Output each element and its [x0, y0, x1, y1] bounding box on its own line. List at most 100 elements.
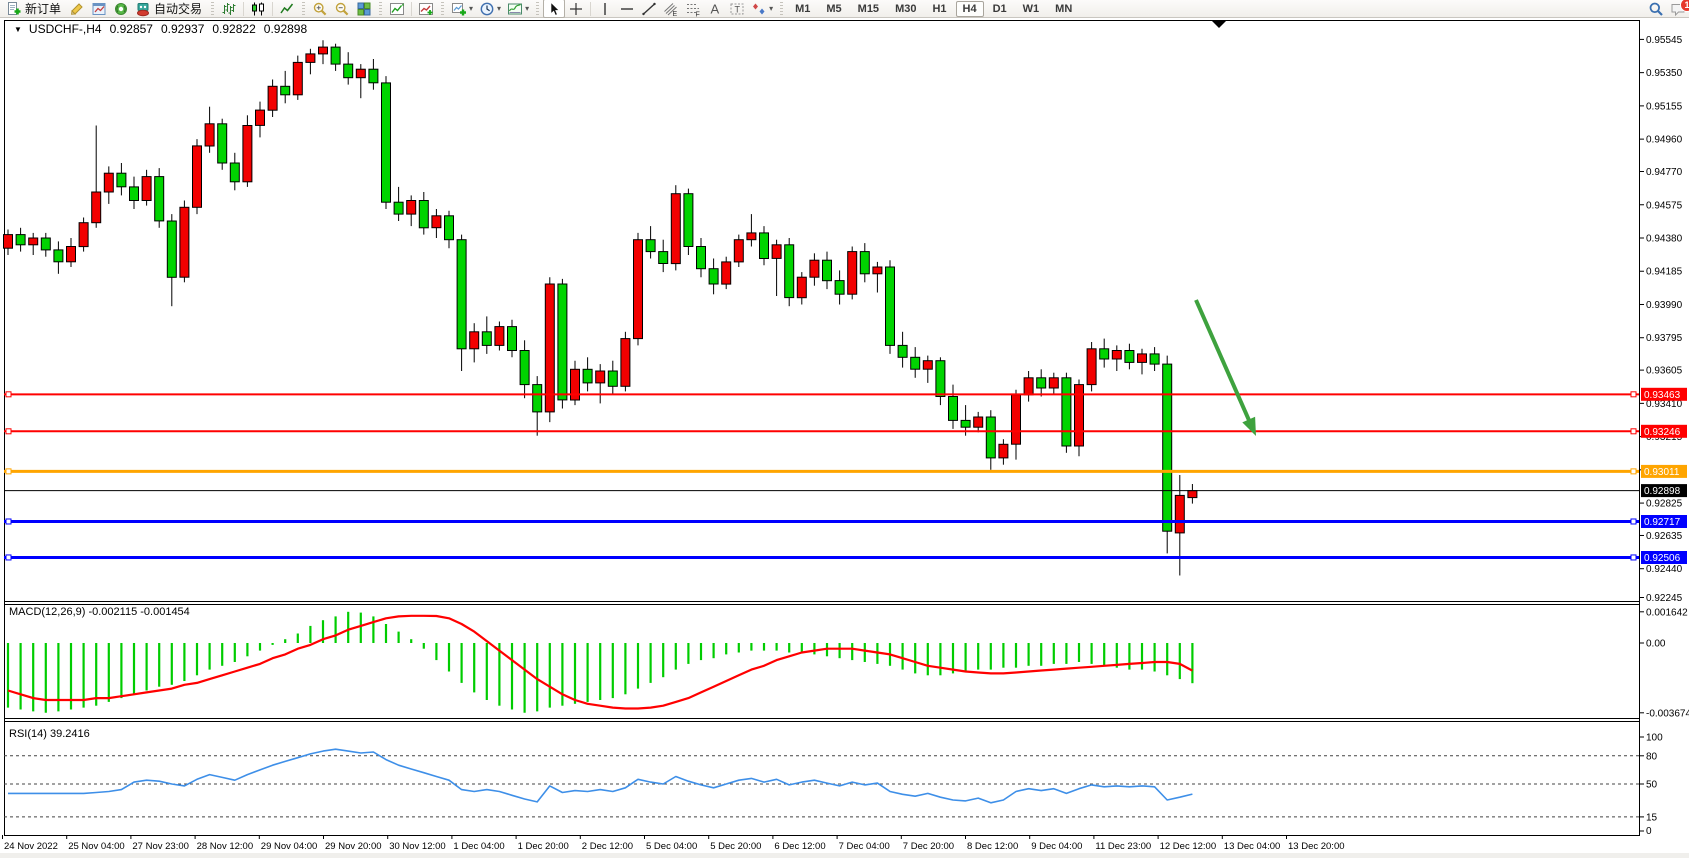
svg-text:28 Nov 12:00: 28 Nov 12:00	[197, 841, 254, 852]
autotrading-icon	[135, 1, 151, 17]
search-button[interactable]	[1645, 0, 1667, 18]
cursor-button[interactable]	[543, 0, 566, 18]
svg-text:0.93246: 0.93246	[1644, 427, 1681, 438]
equidistant-channel-button[interactable]: E	[660, 0, 682, 18]
svg-text:A: A	[711, 1, 720, 16]
svg-text:0.00: 0.00	[1646, 639, 1666, 650]
svg-text:0.94770: 0.94770	[1646, 167, 1683, 178]
line-chart-button[interactable]	[276, 0, 298, 18]
highlighter-button[interactable]	[66, 0, 88, 18]
svg-text:0.92717: 0.92717	[1644, 517, 1681, 528]
arrows-icon	[751, 1, 767, 17]
timeframe-m15-button[interactable]: M15	[857, 2, 880, 15]
text-icon: A	[707, 1, 723, 17]
rsi-indicator-label: RSI(14) 39.2416	[9, 728, 90, 740]
autotrading-button[interactable]: 自动交易	[132, 0, 207, 18]
rsi-pane: 100 80 50 15 0	[4, 733, 1663, 837]
svg-text:0.94575: 0.94575	[1646, 200, 1683, 211]
dropdown-caret-icon: ▾	[769, 4, 774, 13]
bar-chart-button[interactable]	[218, 0, 240, 18]
indicators-icon	[389, 1, 405, 17]
svg-text:0.001642: 0.001642	[1646, 607, 1688, 618]
cursor-icon	[546, 1, 562, 17]
arrows-shapes-button[interactable]: ▾	[748, 0, 776, 18]
timeframe-m1-button[interactable]: M1	[795, 2, 811, 15]
trend-arrow[interactable]	[1194, 299, 1256, 436]
horizontal-price-lines[interactable]	[4, 391, 1639, 561]
macd-pane: 0.001642 0.00 -0.003674	[6, 607, 1689, 719]
svg-text:13 Dec 04:00: 13 Dec 04:00	[1224, 841, 1281, 852]
timeframe-h4-button[interactable]: H4	[955, 0, 984, 17]
price-axis-value-labels: 0.93463 0.93246 0.93011 0.92717 0.92506 0.928…	[1641, 387, 1687, 564]
indicators-list-button[interactable]	[415, 0, 437, 18]
toolbar-grip	[536, 2, 540, 15]
svg-text:5 Dec 20:00: 5 Dec 20:00	[710, 841, 761, 852]
timeframe-m5-button[interactable]: M5	[826, 2, 842, 15]
chart-symbol: USDCHF-,H4	[28, 22, 102, 36]
svg-text:0.93410: 0.93410	[1646, 399, 1683, 410]
svg-text:30 Nov 12:00: 30 Nov 12:00	[389, 841, 446, 852]
zoom-in-icon	[312, 1, 328, 17]
zoom-in-button[interactable]	[309, 0, 331, 18]
text-button[interactable]: A	[704, 0, 726, 18]
svg-text:7 Dec 20:00: 7 Dec 20:00	[903, 841, 954, 852]
horizontal-line-button[interactable]	[616, 0, 638, 18]
ohlc-close: 0.92898	[263, 22, 308, 36]
svg-text:0.95545: 0.95545	[1646, 35, 1683, 46]
toolbar-grip	[302, 2, 306, 15]
svg-text:0.93795: 0.93795	[1646, 333, 1683, 344]
window-bottom-strip	[0, 853, 1689, 858]
svg-text:27 Nov 23:00: 27 Nov 23:00	[132, 841, 189, 852]
pane-borders	[4, 20, 1640, 836]
fibonacci-button[interactable]: F	[682, 0, 704, 18]
templates-button[interactable]: ▾	[504, 0, 532, 18]
indicators-button[interactable]	[386, 0, 408, 18]
fibonacci-icon: F	[685, 1, 701, 17]
indicators-add-icon	[418, 1, 434, 17]
new-chart-button[interactable]: ▾	[448, 0, 476, 18]
chart-window-button[interactable]	[88, 0, 110, 18]
timeframe-h1-button[interactable]: H1	[932, 2, 947, 15]
svg-text:2 Dec 12:00: 2 Dec 12:00	[582, 841, 633, 852]
svg-text:24 Nov 2022: 24 Nov 2022	[4, 841, 58, 852]
svg-text:-0.003674: -0.003674	[1646, 708, 1689, 719]
chart-shift-marker[interactable]	[1212, 21, 1226, 28]
signals-button[interactable]	[110, 0, 132, 18]
new-chart-icon	[451, 1, 467, 17]
signals-icon	[113, 1, 129, 17]
toolbar-grip	[441, 2, 445, 15]
horizontal-line-icon	[619, 1, 635, 17]
timeframe-mn-button[interactable]: MN	[1055, 2, 1073, 15]
periods-button[interactable]: ▾	[476, 0, 504, 18]
timeframe-m30-button[interactable]: M30	[895, 2, 917, 15]
crosshair-button[interactable]	[565, 0, 587, 18]
timeframe-w1-button[interactable]: W1	[1022, 2, 1040, 15]
timeframe-d1-button[interactable]: D1	[992, 2, 1007, 15]
vertical-line-button[interactable]	[594, 0, 616, 18]
svg-text:8 Dec 12:00: 8 Dec 12:00	[967, 841, 1018, 852]
candle-chart-icon	[250, 1, 266, 17]
templates-icon	[507, 1, 523, 17]
chat-button[interactable]: 1	[1667, 0, 1689, 18]
new-order-button[interactable]: 新订单	[3, 0, 66, 18]
tile-windows-button[interactable]	[353, 0, 375, 18]
text-label-button[interactable]: T	[726, 0, 748, 18]
toolbar-grip	[211, 2, 215, 15]
trendline-button[interactable]	[638, 0, 660, 18]
svg-text:5 Dec 04:00: 5 Dec 04:00	[646, 841, 697, 852]
candlestick-chart-button[interactable]	[247, 0, 269, 18]
svg-text:29 Nov 04:00: 29 Nov 04:00	[261, 841, 318, 852]
zoom-out-button[interactable]	[331, 0, 353, 18]
periods-icon	[479, 1, 495, 17]
svg-text:F: F	[696, 11, 700, 17]
dropdown-caret-icon: ▾	[469, 4, 474, 13]
line-chart-icon	[279, 1, 295, 17]
text-label-icon: T	[729, 1, 745, 17]
svg-text:0.95155: 0.95155	[1646, 101, 1683, 112]
one-click-trading-arrow[interactable]: ▼	[14, 24, 22, 34]
svg-text:6 Dec 12:00: 6 Dec 12:00	[774, 841, 825, 852]
time-axis: 24 Nov 2022 25 Nov 04:00 27 Nov 23:00 28 No…	[2, 835, 1345, 852]
chart-title: ▼ USDCHF-,H4 0.92857 0.92937 0.92822 0.9…	[14, 22, 307, 36]
toolbar-sep	[590, 1, 592, 16]
